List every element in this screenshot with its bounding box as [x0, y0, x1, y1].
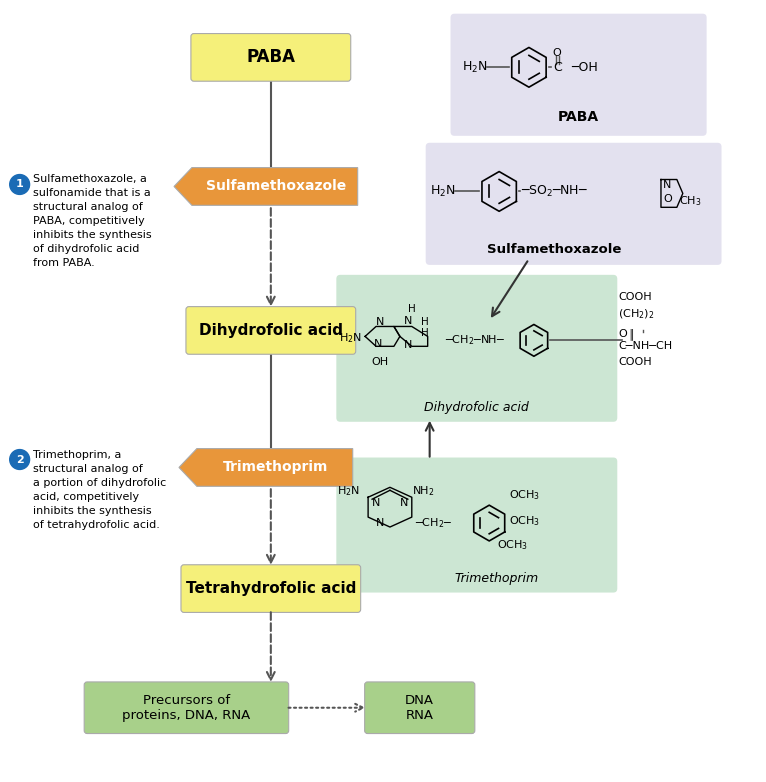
Text: Sulfamethoxazole, a
sulfonamide that is a
structural analog of
PABA, competitive: Sulfamethoxazole, a sulfonamide that is …	[33, 174, 151, 267]
FancyBboxPatch shape	[336, 457, 617, 593]
Text: DNA
RNA: DNA RNA	[405, 694, 434, 722]
Text: C─NH─CH: C─NH─CH	[618, 341, 673, 351]
FancyBboxPatch shape	[365, 682, 475, 734]
Text: Trimethoprim, a
structural analog of
a portion of dihydrofolic
acid, competitive: Trimethoprim, a structural analog of a p…	[33, 450, 165, 529]
Text: H: H	[421, 328, 428, 339]
Text: O: O	[618, 329, 627, 339]
FancyBboxPatch shape	[426, 143, 722, 265]
FancyBboxPatch shape	[191, 34, 351, 81]
Text: ║: ║	[628, 328, 634, 340]
Text: ─OH: ─OH	[571, 61, 597, 74]
Text: H: H	[408, 303, 416, 314]
Text: H$_2$N: H$_2$N	[339, 332, 362, 346]
Text: (CH$_2$)$_2$: (CH$_2$)$_2$	[618, 308, 655, 321]
Text: H$_2$N: H$_2$N	[337, 484, 360, 498]
Circle shape	[10, 450, 30, 469]
Text: N: N	[663, 181, 671, 191]
Text: ─SO$_2$─NH─: ─SO$_2$─NH─	[521, 184, 588, 199]
Text: Precursors of
proteins, DNA, RNA: Precursors of proteins, DNA, RNA	[123, 694, 250, 722]
Text: N: N	[404, 315, 412, 325]
Polygon shape	[174, 167, 358, 206]
Text: N: N	[404, 340, 412, 350]
Circle shape	[10, 174, 30, 195]
Text: N: N	[374, 339, 382, 350]
Text: OCH$_3$: OCH$_3$	[497, 538, 529, 552]
Text: N: N	[376, 518, 385, 528]
Text: Trimethoprim: Trimethoprim	[223, 461, 329, 475]
Text: C: C	[553, 61, 561, 74]
Text: N: N	[376, 317, 385, 328]
Text: CH$_3$: CH$_3$	[679, 195, 702, 208]
Text: O: O	[553, 48, 561, 59]
Text: COOH: COOH	[618, 292, 652, 302]
Text: H$_2$N: H$_2$N	[462, 59, 487, 75]
Text: PABA: PABA	[558, 110, 599, 124]
Text: Trimethoprim: Trimethoprim	[454, 572, 538, 585]
FancyBboxPatch shape	[186, 307, 355, 354]
Text: N: N	[372, 498, 380, 508]
Text: PABA: PABA	[247, 48, 296, 66]
Text: ─CH$_2$─: ─CH$_2$─	[414, 516, 452, 530]
Text: N: N	[400, 498, 408, 508]
Text: OCH$_3$: OCH$_3$	[509, 488, 540, 502]
Text: Dihydrofolic acid: Dihydrofolic acid	[199, 323, 343, 338]
Text: H$_2$N: H$_2$N	[430, 184, 456, 199]
FancyBboxPatch shape	[336, 274, 617, 421]
FancyBboxPatch shape	[84, 682, 289, 734]
FancyBboxPatch shape	[450, 14, 707, 136]
Text: OCH$_3$: OCH$_3$	[509, 515, 540, 528]
Text: Sulfamethoxazole: Sulfamethoxazole	[486, 242, 621, 256]
Text: NH$_2$: NH$_2$	[412, 484, 434, 498]
Text: H: H	[421, 317, 428, 328]
Polygon shape	[179, 449, 352, 486]
Text: 2: 2	[16, 454, 24, 465]
Text: COOH: COOH	[618, 357, 652, 368]
Text: Tetrahydrofolic acid: Tetrahydrofolic acid	[185, 581, 356, 596]
Text: 1: 1	[16, 180, 24, 189]
Text: Dihydrofolic acid: Dihydrofolic acid	[424, 401, 529, 414]
Text: O: O	[663, 195, 672, 204]
FancyBboxPatch shape	[181, 565, 361, 612]
Text: Sulfamethoxazole: Sulfamethoxazole	[205, 179, 346, 193]
Text: ─CH$_2$─NH─: ─CH$_2$─NH─	[444, 333, 505, 347]
Text: OH: OH	[372, 357, 388, 368]
